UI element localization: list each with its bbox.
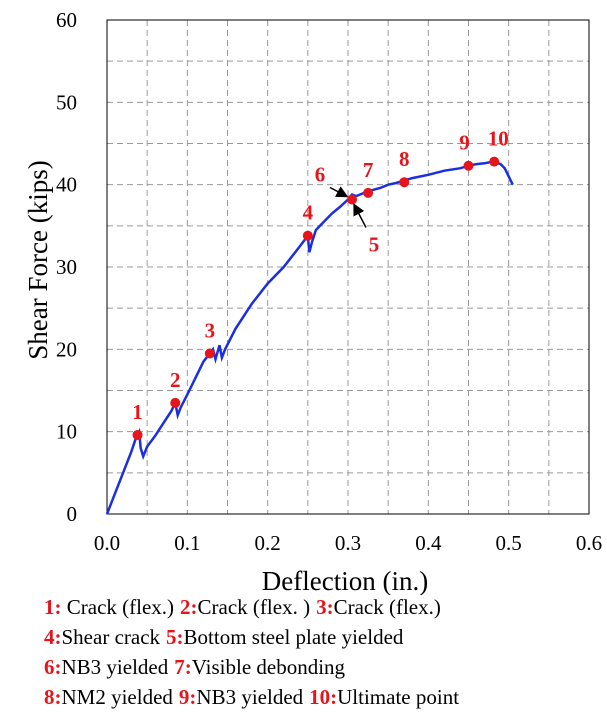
event-marker-label-5: 5 bbox=[369, 232, 380, 256]
x-tick-label: 0.6 bbox=[576, 531, 602, 555]
event-marker-label-8: 8 bbox=[399, 147, 410, 171]
event-marker-9 bbox=[463, 160, 474, 171]
legend-text: NB3 yielded bbox=[61, 655, 169, 679]
y-tick-label: 20 bbox=[56, 337, 77, 361]
legend-text: Crack (flex.) bbox=[333, 595, 441, 619]
event-marker-label-4: 4 bbox=[303, 201, 314, 225]
event-marker-1 bbox=[132, 429, 143, 440]
event-markers: 1 2 3 4 5 6 7 8 9 10 bbox=[132, 127, 509, 440]
event-marker-label-10: 10 bbox=[488, 127, 509, 151]
event-marker-2 bbox=[170, 397, 181, 408]
legend-item: 9:NB3 yielded bbox=[179, 685, 303, 709]
y-tick-label: 30 bbox=[56, 255, 77, 279]
legend-row: 6:NB3 yielded 7:Visible debonding bbox=[44, 655, 351, 680]
legend-number: 5: bbox=[166, 625, 184, 649]
y-tick-label: 40 bbox=[56, 173, 77, 197]
legend-item: 7:Visible debonding bbox=[174, 655, 345, 679]
x-tick-label: 0.0 bbox=[94, 531, 120, 555]
x-tick-label: 0.2 bbox=[255, 531, 281, 555]
legend-item: 3:Crack (flex.) bbox=[316, 595, 441, 619]
event-marker-3 bbox=[204, 348, 215, 359]
y-tick-label: 50 bbox=[56, 90, 77, 114]
event-legend: 1: Crack (flex.) 2:Crack (flex. ) 3:Crack … bbox=[0, 595, 607, 723]
legend-number: 2: bbox=[180, 595, 198, 619]
x-tick-label: 0.3 bbox=[335, 531, 361, 555]
legend-item: 6:NB3 yielded bbox=[44, 655, 168, 679]
y-tick-label: 0 bbox=[67, 502, 78, 526]
grid-lines bbox=[107, 20, 589, 514]
y-tick-label: 10 bbox=[56, 420, 77, 444]
callout-arrows bbox=[329, 186, 367, 228]
legend-item: 8:NM2 yielded bbox=[44, 685, 173, 709]
legend-number: 8: bbox=[44, 685, 62, 709]
legend-item: 10:Ultimate point bbox=[309, 685, 459, 709]
legend-text: Bottom steel plate yielded bbox=[183, 625, 404, 649]
event-marker-4 bbox=[302, 230, 313, 241]
event-marker-8 bbox=[399, 177, 410, 188]
y-tick-label: 60 bbox=[56, 8, 77, 32]
y-axis-title: Shear Force (kips) bbox=[23, 160, 53, 359]
legend-text: Crack (flex. ) bbox=[197, 595, 311, 619]
legend-number: 6: bbox=[44, 655, 62, 679]
legend-text: NM2 yielded bbox=[61, 685, 173, 709]
legend-number: 7: bbox=[174, 655, 192, 679]
y-axis-ticks: 0 10 20 30 40 50 60 bbox=[56, 8, 77, 526]
x-axis-ticks: 0.0 0.1 0.2 0.3 0.4 0.5 0.6 bbox=[94, 531, 602, 555]
shear-deflection-chart: 0.0 0.1 0.2 0.3 0.4 0.5 0.6 0 10 20 30 40 50 60 1 2 3 4… bbox=[23, 8, 602, 595]
legend-number: 1: bbox=[44, 595, 62, 619]
x-tick-label: 0.4 bbox=[415, 531, 442, 555]
x-tick-label: 0.5 bbox=[496, 531, 522, 555]
legend-text: Ultimate point bbox=[337, 685, 460, 709]
event-marker-5 bbox=[347, 194, 358, 205]
legend-item: 5:Bottom steel plate yielded bbox=[166, 625, 403, 649]
legend-item: 4:Shear crack bbox=[44, 625, 160, 649]
legend-number: 10: bbox=[309, 685, 338, 709]
event-marker-10 bbox=[489, 156, 500, 167]
x-tick-label: 0.1 bbox=[174, 531, 200, 555]
load-deflection-line bbox=[105, 160, 514, 515]
legend-text: NB3 yielded bbox=[196, 685, 304, 709]
legend-item: 2:Crack (flex. ) bbox=[180, 595, 310, 619]
legend-number: 9: bbox=[178, 685, 197, 709]
plot-area-frame bbox=[106, 19, 590, 515]
event-marker-label-6: 6 bbox=[315, 162, 326, 186]
event-marker-7 bbox=[363, 187, 374, 198]
legend-text: Crack (flex.) bbox=[61, 595, 175, 619]
event-marker-label-9: 9 bbox=[459, 131, 470, 155]
x-axis-title: Deflection (in.) bbox=[262, 566, 428, 595]
legend-item: 1: Crack (flex.) bbox=[44, 595, 174, 619]
event-marker-label-7: 7 bbox=[363, 158, 374, 182]
event-marker-label-3: 3 bbox=[205, 318, 216, 342]
legend-text: Visible debonding bbox=[191, 655, 346, 679]
arrow-6 bbox=[329, 186, 349, 198]
legend-text: Shear crack bbox=[61, 625, 161, 649]
event-marker-label-2: 2 bbox=[170, 368, 181, 392]
arrow-5 bbox=[353, 203, 367, 228]
event-marker-label-1: 1 bbox=[132, 400, 143, 424]
legend-row: 1: Crack (flex.) 2:Crack (flex. ) 3:Crack … bbox=[44, 595, 447, 620]
legend-number: 4: bbox=[44, 625, 62, 649]
legend-row: 8:NM2 yielded 9:NB3 yielded 10:Ultimate po… bbox=[44, 685, 465, 710]
legend-row: 4:Shear crack 5:Bottom steel plate yielde… bbox=[44, 625, 409, 650]
legend-number: 3: bbox=[316, 595, 334, 619]
